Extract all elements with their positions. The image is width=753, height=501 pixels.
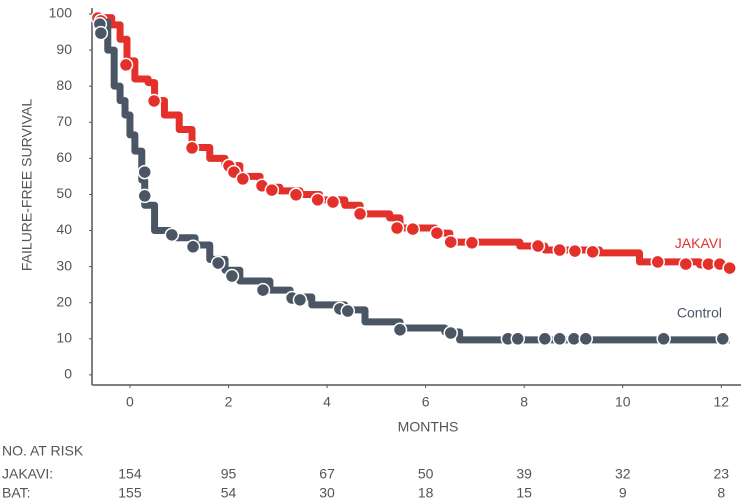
x-tick-label: 10 xyxy=(615,394,631,410)
censor-marker xyxy=(235,171,251,187)
y-tick-label: 0 xyxy=(64,366,72,382)
risk-value: 23 xyxy=(713,466,729,482)
y-tick-label: 80 xyxy=(56,77,72,93)
censor-marker xyxy=(464,235,480,251)
censor-marker xyxy=(678,256,694,272)
series-label: Control xyxy=(677,305,722,321)
censor-marker xyxy=(210,255,226,271)
risk-value: 9 xyxy=(619,485,627,501)
censor-marker xyxy=(443,234,458,250)
censor-marker xyxy=(146,93,162,109)
censor-marker xyxy=(224,268,240,284)
risk-value: 155 xyxy=(118,485,142,501)
risk-value: 30 xyxy=(319,485,335,501)
censor-marker xyxy=(392,322,408,338)
x-tick-label: 8 xyxy=(520,394,528,410)
x-tick-label: 4 xyxy=(323,394,331,410)
risk-value: 50 xyxy=(418,466,434,482)
censor-marker xyxy=(292,292,308,308)
censor-marker xyxy=(389,220,405,236)
risk-value: 39 xyxy=(516,466,532,482)
censor-marker xyxy=(264,182,280,198)
survival-line xyxy=(100,18,730,344)
x-axis-label: MONTHS xyxy=(398,419,459,435)
series-label: JAKAVI xyxy=(675,235,722,251)
censor-marker xyxy=(325,194,341,210)
censor-marker xyxy=(567,243,583,259)
censor-marker xyxy=(164,227,180,243)
censor-marker xyxy=(552,242,567,258)
x-tick-label: 12 xyxy=(713,394,729,410)
censor-marker xyxy=(578,331,594,347)
y-tick-label: 40 xyxy=(56,221,72,237)
risk-title: NO. AT RISK xyxy=(2,443,84,459)
censor-marker xyxy=(137,164,152,180)
censor-marker xyxy=(405,221,421,237)
risk-value: 95 xyxy=(221,466,237,482)
censor-marker xyxy=(722,260,737,276)
y-tick-label: 100 xyxy=(49,5,73,21)
censor-marker xyxy=(443,325,458,341)
censor-marker xyxy=(340,303,356,319)
y-tick-label: 50 xyxy=(56,185,72,201)
x-tick-label: 0 xyxy=(126,394,134,410)
censor-marker xyxy=(566,331,582,347)
censor-marker xyxy=(510,331,526,347)
censor-marker xyxy=(530,238,546,254)
censor-marker xyxy=(288,187,304,203)
risk-row-label: BAT: xyxy=(2,485,31,501)
censor-marker xyxy=(118,57,134,73)
risk-value: 15 xyxy=(516,485,532,501)
risk-value: 32 xyxy=(615,466,631,482)
y-axis-label: FAILURE-FREE SURVIVAL xyxy=(19,99,35,271)
risk-value: 154 xyxy=(118,466,142,482)
x-tick-label: 6 xyxy=(422,394,430,410)
risk-value: 67 xyxy=(319,466,335,482)
censor-marker xyxy=(93,25,109,41)
censor-marker xyxy=(310,192,325,208)
censor-marker xyxy=(184,140,200,156)
censor-marker xyxy=(137,188,152,204)
risk-row-label: JAKAVI: xyxy=(2,466,53,482)
y-tick-label: 10 xyxy=(56,330,72,346)
x-tick-label: 2 xyxy=(225,394,233,410)
y-tick-label: 20 xyxy=(56,293,72,309)
censor-marker xyxy=(656,331,671,347)
censor-marker xyxy=(352,206,368,222)
censor-marker xyxy=(255,282,271,298)
censor-marker xyxy=(650,254,665,270)
y-tick-label: 70 xyxy=(56,113,72,129)
y-tick-label: 90 xyxy=(56,41,72,57)
risk-value: 54 xyxy=(221,485,237,501)
censor-marker xyxy=(185,239,201,255)
censor-marker xyxy=(585,244,600,260)
censor-marker xyxy=(429,225,445,241)
censor-marker xyxy=(537,331,553,347)
risk-value: 8 xyxy=(717,485,725,501)
censor-marker xyxy=(552,331,567,347)
censor-marker xyxy=(715,331,731,347)
y-tick-label: 30 xyxy=(56,257,72,273)
risk-value: 18 xyxy=(418,485,434,501)
y-tick-label: 60 xyxy=(56,149,72,165)
